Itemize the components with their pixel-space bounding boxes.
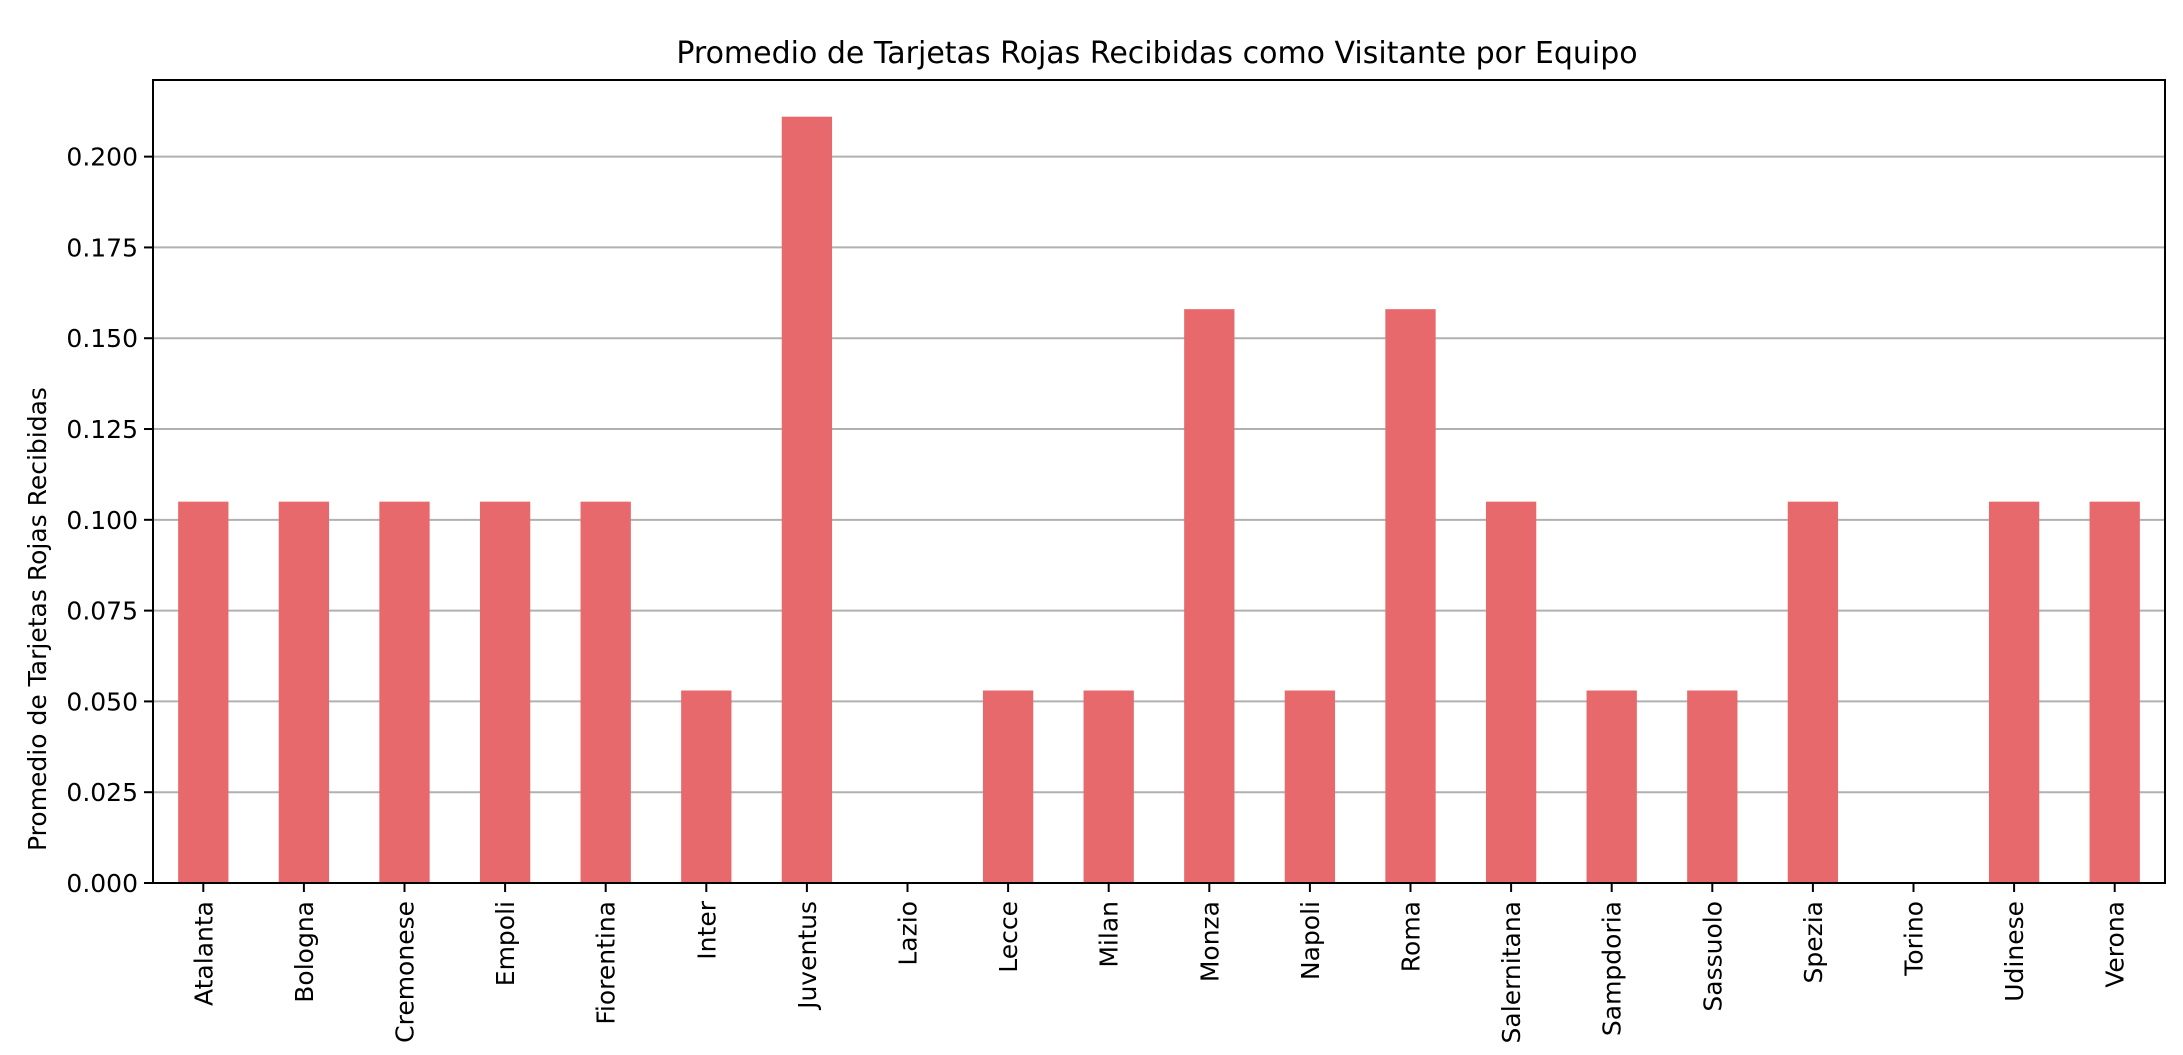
x-tick-label: Lazio [894,901,923,966]
bars [178,116,2140,884]
bar-sassuolo [1687,690,1738,883]
x-tick-label: Lecce [994,901,1023,973]
y-tick-label: 0.050 [66,687,138,716]
x-tick-label: Napoli [1296,901,1325,980]
x-tick-label: Salernitana [1497,901,1526,1043]
x-tick-label: Milan [1095,901,1124,968]
bar-juventus [781,116,833,884]
x-tick-label: Sampdoria [1598,901,1627,1036]
bar-cremonese [379,501,430,883]
bar-verona [2089,501,2140,883]
bar-lecce [982,690,1034,883]
bar-inter [681,690,732,883]
x-tick-label: Empoli [491,901,520,986]
bar-bologna [278,501,330,883]
x-tick-label: Cremonese [391,901,420,1043]
bar-sampdoria [1586,690,1637,883]
y-axis-ticks: 0.000 0.025 0.050 0.075 0.100 0.125 0.150 0.175… [66,143,153,898]
bar-napoli [1284,690,1336,883]
x-tick-label: Bologna [290,901,319,1003]
bar-spezia [1787,501,1839,883]
y-tick-label: 0.150 [66,324,138,353]
bar-roma [1385,309,1436,883]
x-tick-label: Roma [1397,901,1426,972]
bar-milan [1083,690,1134,883]
bar-udinese [1988,501,2040,883]
gridlines [153,155,2165,884]
y-tick-label: 0.100 [66,506,138,535]
axes [152,79,2166,884]
bar-atalanta [178,501,229,883]
x-axis-ticks: Atalanta Bologna Cremonese Empoli Fiorentina… [189,883,2130,1043]
y-axis-label: Promedio de Tarjetas Rojas Recibidas [23,387,52,851]
x-tick-label: Juventus [793,901,822,1011]
x-tick-label: Atalanta [189,901,218,1006]
x-tick-label: Monza [1195,901,1224,982]
bar-fiorentina [580,501,631,883]
bar-salernitana [1485,501,1537,883]
chart-title: Promedio de Tarjetas Rojas Recibidas com… [676,36,1637,71]
y-tick-label: 0.200 [66,143,138,172]
x-tick-label: Inter [692,900,721,959]
plot-frame [152,79,2166,884]
y-tick-label: 0.000 [66,869,138,898]
x-tick-label: Verona [2101,901,2130,988]
y-tick-label: 0.175 [66,233,138,262]
x-tick-label: Fiorentina [592,901,621,1025]
bar-empoli [479,501,531,883]
x-tick-label: Udinese [2000,901,2029,1002]
x-tick-label: Sassuolo [1698,901,1727,1012]
x-tick-label: Torino [1900,901,1929,977]
bar-monza [1184,309,1235,883]
y-tick-label: 0.125 [66,415,138,444]
x-tick-label: Spezia [1799,901,1828,984]
y-tick-label: 0.075 [66,597,138,626]
y-tick-label: 0.025 [66,778,138,807]
